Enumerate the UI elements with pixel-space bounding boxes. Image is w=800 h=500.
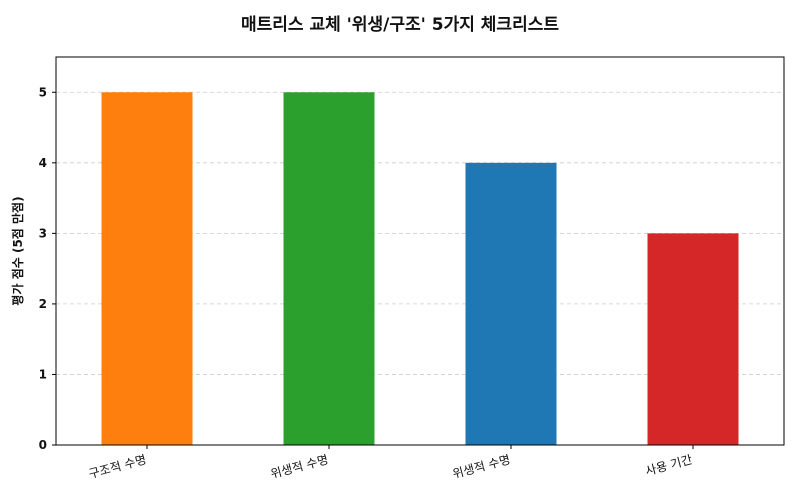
x-tick-label: 위생적 수명 [269,452,330,481]
y-tick-label: 5 [39,85,47,99]
y-tick-label: 3 [39,226,47,240]
x-axis-ticks: 구조적 수명 위생적 수명 위생적 수명 사용 기간 [87,445,694,481]
y-tick-label: 4 [39,156,47,170]
chart-title: 매트리스 교체 '위생/구조' 5가지 체크리스트 [240,15,559,35]
y-tick-label: 1 [39,367,47,381]
y-tick-label: 0 [39,438,47,452]
x-tick-label: 위생적 수명 [451,452,512,481]
bar [283,92,375,445]
y-axis-ticks: 0 1 2 3 4 5 [39,85,56,452]
y-axis-label: 평가 점수 (5점 만점) [10,196,25,305]
bar [647,233,739,445]
bar [465,162,557,445]
x-tick-label: 사용 기간 [644,452,694,478]
y-tick-label: 2 [39,297,47,311]
x-tick-label: 구조적 수명 [87,452,148,481]
bars [101,92,739,445]
plot-frame [55,56,785,446]
bar [101,92,193,445]
